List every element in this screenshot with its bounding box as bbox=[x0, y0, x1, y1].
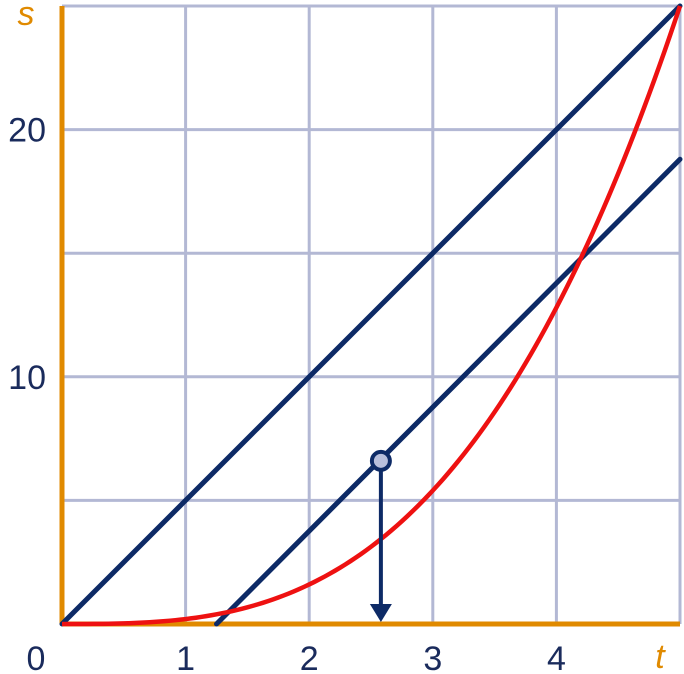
x-tick-label: 1 bbox=[176, 640, 195, 674]
y-tick-label: 20 bbox=[8, 112, 46, 150]
x-tick-label: 4 bbox=[547, 640, 566, 674]
tick-labels: 0 1 2 3 4 10 20 bbox=[8, 112, 566, 674]
curve-line bbox=[62, 5, 683, 627]
series bbox=[59, 3, 683, 627]
x-axis-label: t bbox=[655, 638, 666, 674]
x-tick-label: 0 bbox=[27, 640, 46, 674]
tangent-point-marker bbox=[369, 449, 392, 472]
tangent-line bbox=[214, 156, 683, 627]
arrow-head bbox=[369, 604, 392, 622]
x-tick-label: 3 bbox=[423, 640, 442, 674]
annotations bbox=[369, 449, 392, 622]
secant-line bbox=[59, 3, 683, 627]
y-tick-label: 10 bbox=[8, 359, 46, 397]
y-axis-label: s bbox=[18, 0, 35, 33]
x-tick-label: 2 bbox=[300, 640, 319, 674]
grid bbox=[62, 4, 682, 624]
axes bbox=[59, 6, 680, 627]
